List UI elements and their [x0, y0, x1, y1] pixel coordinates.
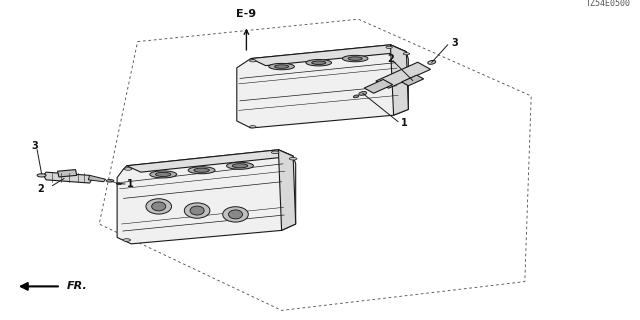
- Ellipse shape: [428, 60, 436, 64]
- Ellipse shape: [353, 95, 359, 98]
- Text: 1: 1: [127, 179, 134, 189]
- Ellipse shape: [150, 171, 177, 178]
- Text: E-9: E-9: [236, 9, 257, 19]
- Ellipse shape: [250, 60, 256, 62]
- Ellipse shape: [275, 65, 289, 68]
- Text: 2: 2: [37, 184, 44, 194]
- Text: TZ54E0500: TZ54E0500: [586, 0, 630, 8]
- Ellipse shape: [289, 157, 297, 160]
- Polygon shape: [251, 45, 406, 66]
- Polygon shape: [127, 150, 293, 172]
- Ellipse shape: [403, 52, 410, 55]
- Ellipse shape: [106, 180, 114, 182]
- Text: 3: 3: [451, 37, 458, 47]
- Ellipse shape: [37, 174, 46, 177]
- Text: FR.: FR.: [67, 281, 88, 291]
- Polygon shape: [364, 79, 393, 93]
- Ellipse shape: [146, 199, 172, 214]
- Ellipse shape: [228, 210, 243, 219]
- Ellipse shape: [227, 162, 253, 169]
- Text: 2: 2: [387, 54, 394, 64]
- Ellipse shape: [156, 172, 171, 177]
- Ellipse shape: [188, 167, 215, 174]
- Ellipse shape: [269, 63, 294, 70]
- Ellipse shape: [312, 61, 326, 65]
- Ellipse shape: [271, 151, 279, 154]
- Polygon shape: [376, 62, 431, 88]
- Polygon shape: [117, 150, 296, 244]
- Ellipse shape: [223, 207, 248, 222]
- Ellipse shape: [123, 239, 131, 241]
- Ellipse shape: [386, 46, 392, 48]
- Polygon shape: [278, 150, 296, 230]
- Ellipse shape: [152, 202, 166, 211]
- Polygon shape: [401, 75, 424, 86]
- Ellipse shape: [194, 168, 209, 172]
- Ellipse shape: [190, 206, 204, 215]
- Ellipse shape: [232, 164, 248, 168]
- Ellipse shape: [348, 57, 362, 60]
- Polygon shape: [88, 175, 106, 182]
- Polygon shape: [44, 172, 93, 183]
- Polygon shape: [58, 170, 77, 177]
- Ellipse shape: [124, 168, 132, 170]
- Ellipse shape: [306, 60, 332, 66]
- Ellipse shape: [359, 92, 367, 95]
- Ellipse shape: [342, 55, 368, 62]
- Text: 1: 1: [401, 118, 408, 128]
- Ellipse shape: [250, 125, 256, 128]
- Polygon shape: [237, 45, 408, 128]
- Polygon shape: [390, 45, 408, 115]
- Ellipse shape: [116, 183, 122, 185]
- Ellipse shape: [184, 203, 210, 218]
- Text: 3: 3: [32, 140, 38, 151]
